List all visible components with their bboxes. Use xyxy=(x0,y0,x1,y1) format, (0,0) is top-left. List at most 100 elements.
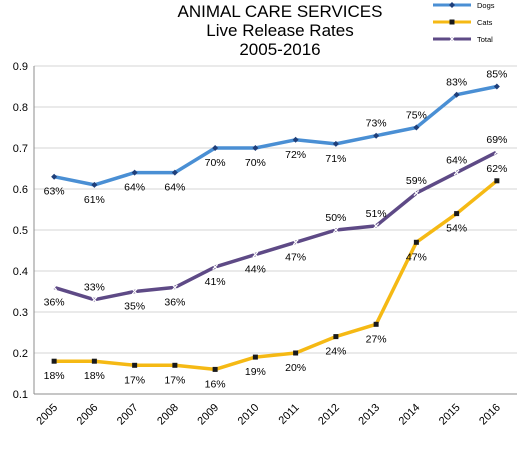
y-tick-label: 0.6 xyxy=(13,184,28,196)
data-point xyxy=(131,169,138,176)
data-point xyxy=(212,263,219,270)
data-label: 36% xyxy=(44,296,65,308)
series-line-dogs xyxy=(53,84,498,187)
x-tick-label: 2008 xyxy=(155,402,181,428)
data-label: 24% xyxy=(325,346,346,358)
data-point xyxy=(252,251,259,258)
data-point xyxy=(493,83,500,90)
data-label: 16% xyxy=(205,378,226,390)
data-point xyxy=(51,284,58,291)
y-tick-label: 0.5 xyxy=(13,225,28,237)
x-tick-label: 2006 xyxy=(75,402,101,428)
data-label: 62% xyxy=(486,163,507,175)
data-label: 71% xyxy=(325,153,346,165)
data-point xyxy=(172,362,178,368)
x-tick-label: 2014 xyxy=(397,402,423,428)
data-label: 69% xyxy=(486,134,507,146)
x-tick-label: 2012 xyxy=(316,402,342,428)
data-point xyxy=(171,169,178,176)
data-label: 64% xyxy=(446,155,467,167)
data-point xyxy=(252,145,259,151)
data-label: 36% xyxy=(164,296,185,308)
chart-title-line-3: 2005-2016 xyxy=(239,40,321,59)
data-point xyxy=(494,178,500,184)
data-point xyxy=(373,132,380,139)
data-point xyxy=(91,358,97,364)
x-tick-label: 2009 xyxy=(195,402,221,428)
data-label: 33% xyxy=(84,282,105,294)
y-tick-label: 0.8 xyxy=(13,102,28,114)
data-point xyxy=(453,169,460,176)
data-label: 64% xyxy=(124,182,145,194)
data-label: 61% xyxy=(84,194,105,206)
data-label: 73% xyxy=(366,118,387,130)
data-label: 27% xyxy=(366,333,387,345)
data-point xyxy=(413,190,420,197)
data-label: 17% xyxy=(124,374,145,386)
data-point xyxy=(292,239,299,246)
x-tick-label: 2005 xyxy=(34,402,60,428)
x-tick-label: 2013 xyxy=(356,402,382,428)
data-point xyxy=(131,288,138,295)
data-point xyxy=(332,227,339,233)
series-line-total xyxy=(53,150,498,302)
data-label: 51% xyxy=(366,208,387,220)
data-label: 19% xyxy=(245,366,266,378)
chart-title-line-1: ANIMAL CARE SERVICES xyxy=(177,2,383,21)
data-label: 83% xyxy=(446,77,467,89)
data-label: 18% xyxy=(84,370,105,382)
data-point xyxy=(413,124,420,131)
data-point xyxy=(413,239,419,245)
legend-marker xyxy=(449,36,455,42)
series-line-cats xyxy=(54,179,498,372)
data-point xyxy=(293,350,299,356)
y-tick-label: 0.3 xyxy=(13,307,28,319)
data-point xyxy=(132,362,138,368)
x-tick-label: 2016 xyxy=(477,402,503,428)
data-label: 63% xyxy=(44,186,65,198)
data-label: 50% xyxy=(325,212,346,224)
data-label: 64% xyxy=(164,182,185,194)
data-point xyxy=(212,366,218,372)
data-label: 70% xyxy=(245,157,266,169)
x-tick-label: 2007 xyxy=(115,402,141,428)
y-tick-label: 0.2 xyxy=(13,348,28,360)
data-label: 47% xyxy=(285,251,306,263)
data-point xyxy=(171,284,178,291)
x-tick-label: 2015 xyxy=(437,402,463,428)
legend-marker xyxy=(449,19,455,25)
y-tick-label: 0.7 xyxy=(13,143,28,155)
data-label: 20% xyxy=(285,362,306,374)
data-point xyxy=(373,321,379,327)
chart-title-line-2: Live Release Rates xyxy=(206,21,354,40)
data-point xyxy=(252,354,258,360)
data-label: 35% xyxy=(124,301,145,313)
data-point xyxy=(454,211,460,217)
y-tick-label: 0.1 xyxy=(13,389,28,401)
data-point xyxy=(91,181,98,188)
data-point xyxy=(493,149,500,156)
x-tick-label: 2010 xyxy=(236,402,262,428)
data-point xyxy=(292,136,299,143)
data-label: 75% xyxy=(406,110,427,122)
data-point xyxy=(373,222,380,229)
data-point xyxy=(51,173,58,180)
data-point xyxy=(332,140,339,147)
data-point xyxy=(51,358,57,364)
legend-label-dogs: Dogs xyxy=(477,1,495,10)
x-tick-label: 2011 xyxy=(277,402,302,427)
y-tick-label: 0.9 xyxy=(13,61,28,73)
data-label: 54% xyxy=(446,223,467,235)
data-label: 41% xyxy=(205,276,226,288)
data-label: 70% xyxy=(205,157,226,169)
y-tick-label: 0.4 xyxy=(13,266,28,278)
data-label: 85% xyxy=(486,69,507,81)
data-point xyxy=(212,145,219,151)
data-point xyxy=(91,296,98,303)
legend-label-total: Total xyxy=(477,35,493,44)
data-label: 44% xyxy=(245,264,266,276)
legend-marker xyxy=(449,2,455,8)
data-label: 18% xyxy=(44,370,65,382)
